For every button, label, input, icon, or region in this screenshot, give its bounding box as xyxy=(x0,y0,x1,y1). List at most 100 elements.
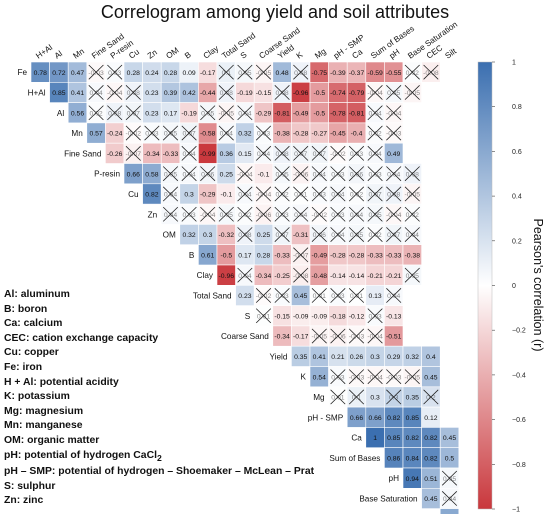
cell-value-label: 0.08 xyxy=(275,90,288,97)
cell-value-label: 0.03 xyxy=(331,171,344,178)
cell-value-label: -0.37 xyxy=(349,70,365,77)
cell-value-label: -0.04 xyxy=(237,171,253,178)
insignificant-cross xyxy=(274,227,290,242)
cell-value-label: 0.02 xyxy=(275,192,288,199)
insignificant-cross xyxy=(144,125,160,141)
column-label: B xyxy=(183,50,193,61)
insignificant-cross xyxy=(386,85,402,100)
insignificant-cross xyxy=(367,328,383,344)
row-label: S xyxy=(245,312,251,321)
cell-value-label: 0.03 xyxy=(331,212,344,219)
row-label: Zn xyxy=(148,210,158,219)
insignificant-cross xyxy=(348,227,365,242)
colorbar-tick-label: −0.4 xyxy=(512,372,526,379)
cell-value-label: 0.04 xyxy=(164,192,177,199)
cell-value-label: 0.48 xyxy=(275,70,288,77)
insignificant-cross xyxy=(404,369,420,385)
cell-value-label: 0.05 xyxy=(220,212,233,219)
insignificant-cross xyxy=(404,85,420,100)
abbr-s: S: sulphur xyxy=(4,480,56,492)
column-label: OM xyxy=(164,46,180,61)
cell-value-label: 0.23 xyxy=(145,110,158,117)
insignificant-cross xyxy=(404,227,420,242)
cell-value-label: -0.45 xyxy=(330,131,346,138)
insignificant-cross xyxy=(125,85,141,100)
insignificant-cross xyxy=(367,369,383,385)
row-label: Clay xyxy=(197,271,214,280)
cell-value-label: 0.82 xyxy=(424,435,437,442)
cell-value-label: 0.82 xyxy=(145,192,158,199)
colorbar-tick-label: 1 xyxy=(512,60,516,67)
cell-value-label: -0.04 xyxy=(256,192,272,199)
cell-value-label: 0.85 xyxy=(387,435,400,442)
cell-value-label: 0.66 xyxy=(368,415,381,422)
row-label: P-resin xyxy=(94,170,120,179)
cell-value-label: 1 xyxy=(373,435,377,442)
abbr-b: B: boron xyxy=(4,303,48,315)
cell-value-label: 0.26 xyxy=(350,354,363,361)
cell-value-label: 0.25 xyxy=(257,232,270,239)
cell-value-label: 0.51 xyxy=(424,476,437,483)
insignificant-cross xyxy=(237,166,253,182)
cell-value-label: 0.3 xyxy=(203,232,213,239)
insignificant-cross xyxy=(237,105,253,121)
cell-value-label: 0.02 xyxy=(406,212,419,219)
cell-value-label: -0.04 xyxy=(386,212,402,219)
insignificant-cross xyxy=(330,288,346,303)
column-label: H+Al xyxy=(34,43,54,61)
cell-value-label: 0.07 xyxy=(294,151,307,158)
insignificant-cross xyxy=(293,64,309,80)
cell-value-label: -0.5 xyxy=(220,252,232,259)
cell-value-label: 0.82 xyxy=(424,455,437,462)
insignificant-cross xyxy=(218,64,234,80)
cell-value-label: 0.28 xyxy=(257,252,270,259)
colorbar-tick-label: 0.8 xyxy=(512,104,522,111)
cell-value-label: 0.05 xyxy=(443,476,456,483)
cell-value-label: 0.05 xyxy=(368,212,381,219)
cell-value-label: -0.96 xyxy=(293,90,309,97)
cell-value-label: -0.79 xyxy=(349,90,365,97)
cell-value-label: -0.15 xyxy=(256,90,272,97)
cell-value-label: 0.03 xyxy=(313,192,326,199)
insignificant-cross xyxy=(237,64,253,80)
cell-value-label: 0.09 xyxy=(182,70,195,77)
insignificant-cross xyxy=(386,369,402,385)
cell-value-label: 0.03 xyxy=(275,212,288,219)
colorbar-tick-label: 0.4 xyxy=(512,194,522,201)
insignificant-cross xyxy=(162,166,179,182)
cell-value-label: -0.33 xyxy=(163,151,179,158)
insignificant-cross xyxy=(274,206,290,222)
cell-value-label: 0.03 xyxy=(145,131,158,138)
cell-value-label: 0.01 xyxy=(294,192,307,199)
cell-value-label: 0.3 xyxy=(184,192,194,199)
insignificant-cross xyxy=(237,206,253,222)
cell-value-label: 0.45 xyxy=(424,496,437,503)
cell-value-label: -0.04 xyxy=(367,374,383,381)
abbr-om: OM: organic matter xyxy=(4,434,100,446)
cell-value-label: -0.05 xyxy=(405,374,421,381)
cell-value-label: 0.49 xyxy=(387,151,400,158)
cell-value-label: 0.2 xyxy=(426,395,436,402)
insignificant-cross xyxy=(293,166,309,182)
cell-value-label: 0.54 xyxy=(313,374,326,381)
cell-value-label: -0.03 xyxy=(349,334,365,341)
cell-value-label: 0.17 xyxy=(164,110,177,117)
cell-value-label: 0.04 xyxy=(257,151,270,158)
cell-value-label: 0.04 xyxy=(313,171,326,178)
cell-value-label: -0.29 xyxy=(200,192,216,199)
chart-title: Correlogram among yield and soil attribu… xyxy=(100,2,450,22)
cell-value-label: -0.29 xyxy=(256,110,272,117)
cell-value-label: 0.61 xyxy=(201,252,214,259)
cell-value-label: 0.02 xyxy=(89,110,102,117)
cell-value-label: -0.17 xyxy=(200,70,216,77)
insignificant-cross xyxy=(404,166,420,182)
cell-value-label: 0.39 xyxy=(164,90,177,97)
cell-value-label: 0.04 xyxy=(89,90,102,97)
row-label: Fe xyxy=(17,68,27,77)
cell-value-label: -0.02 xyxy=(330,151,346,158)
cell-value-label: 0.85 xyxy=(52,90,65,97)
insignificant-cross xyxy=(386,186,402,202)
cell-value-label: -0.04 xyxy=(367,90,383,97)
cell-value-label: 0.03 xyxy=(368,313,381,320)
